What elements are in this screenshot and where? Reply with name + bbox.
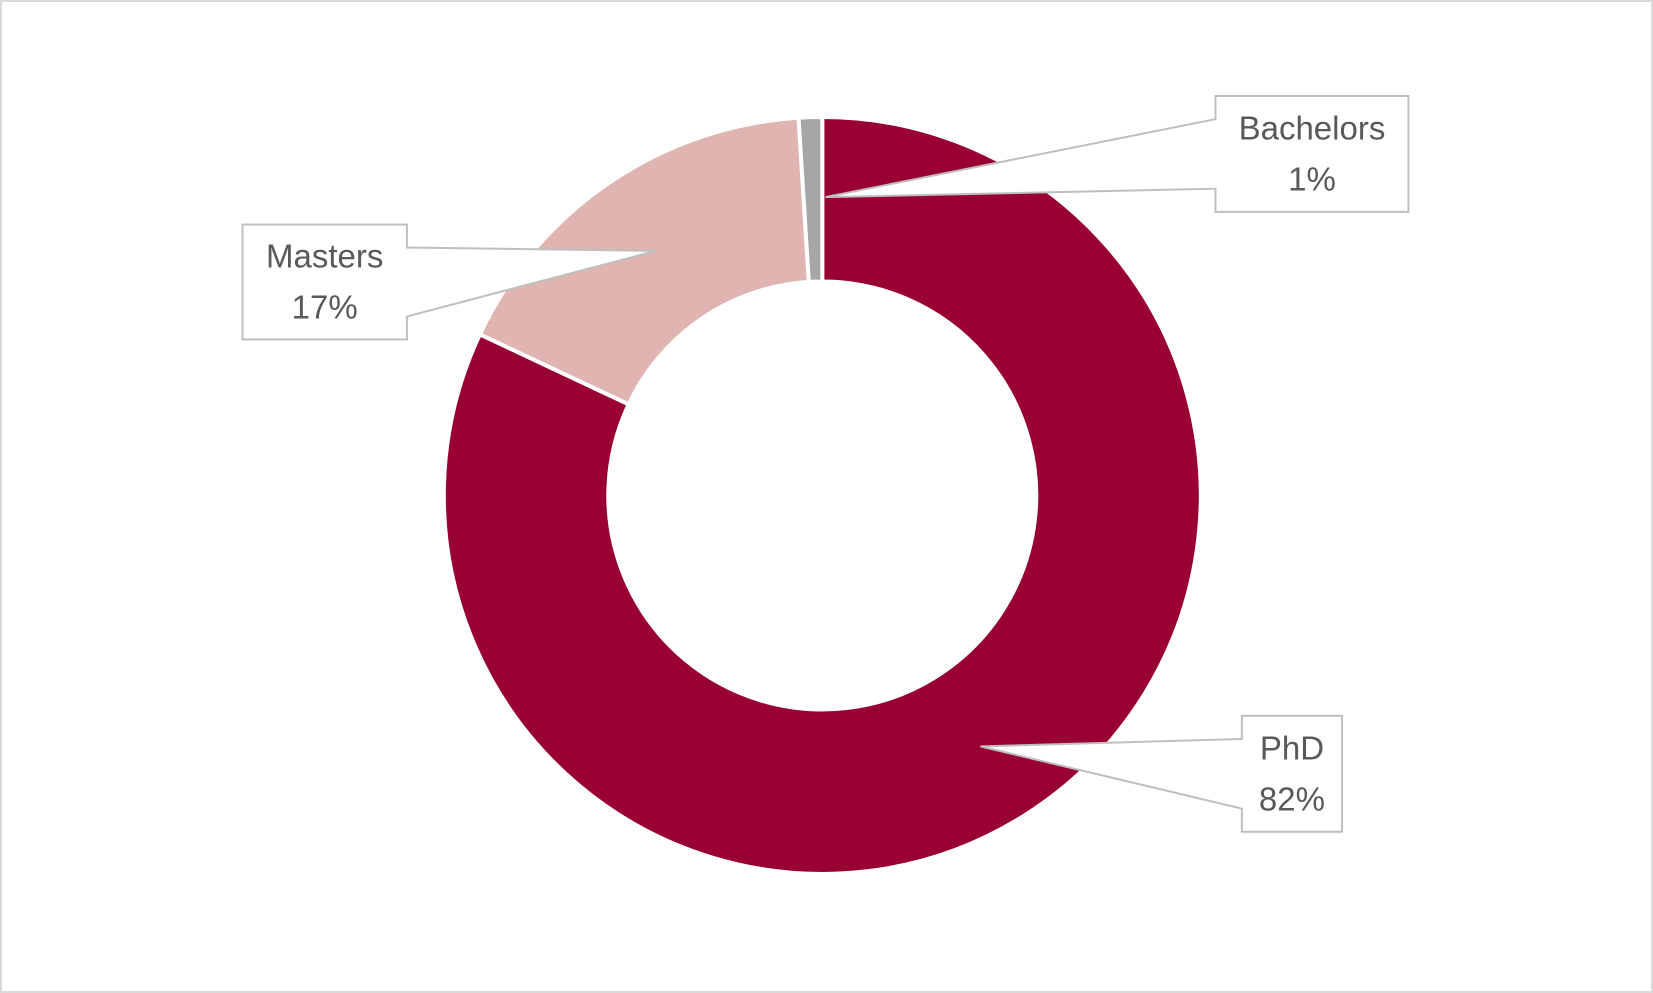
donut-slice [441,115,1203,876]
data-label-value: 1% [1288,160,1336,197]
callout-box [1214,94,1410,213]
donut-slice [796,115,825,285]
donut-slice [477,115,811,408]
data-label-category: Bachelors [1239,109,1386,146]
data-label-value: 17% [292,288,358,325]
data-label-category: Masters [266,238,383,275]
data-label-category: PhD [1260,729,1324,766]
data-label-value: 82% [1259,780,1325,817]
callout-box [241,223,408,341]
callout-box [1240,714,1344,833]
